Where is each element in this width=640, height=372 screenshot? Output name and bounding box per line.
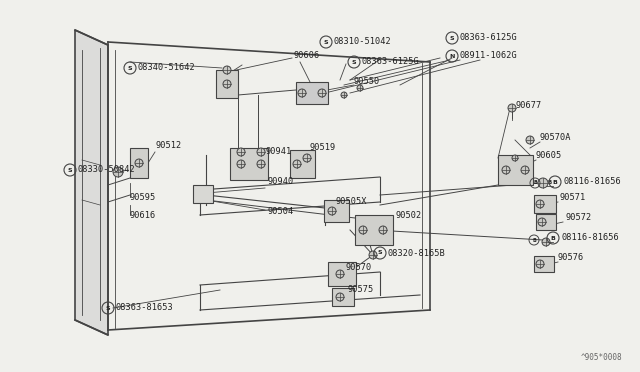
- Circle shape: [336, 270, 344, 278]
- Text: 90606: 90606: [294, 51, 320, 61]
- Circle shape: [303, 154, 311, 162]
- Circle shape: [336, 293, 344, 301]
- Text: 08911-1062G: 08911-1062G: [460, 51, 518, 61]
- Bar: [355, 215, 393, 245]
- Text: N: N: [449, 54, 454, 58]
- Text: 08320-8165B: 08320-8165B: [388, 248, 445, 257]
- Text: 90940: 90940: [268, 177, 294, 186]
- Bar: [328, 262, 356, 286]
- Circle shape: [538, 178, 548, 188]
- Text: 90677: 90677: [516, 100, 542, 109]
- Bar: [230, 148, 268, 180]
- Text: 90595: 90595: [130, 192, 156, 202]
- Text: 90570A: 90570A: [540, 134, 572, 142]
- Circle shape: [369, 251, 377, 259]
- Text: S: S: [106, 305, 110, 311]
- Text: S: S: [128, 65, 132, 71]
- Text: S: S: [378, 250, 382, 256]
- Text: S: S: [352, 60, 356, 64]
- Text: 08363-81653: 08363-81653: [116, 304, 173, 312]
- Circle shape: [526, 136, 534, 144]
- Text: B: B: [550, 235, 556, 241]
- Bar: [498, 155, 533, 185]
- Circle shape: [328, 207, 336, 215]
- Bar: [536, 214, 556, 230]
- Text: 90570: 90570: [346, 263, 372, 273]
- Text: S: S: [68, 167, 72, 173]
- Bar: [193, 185, 213, 203]
- Circle shape: [135, 159, 143, 167]
- Bar: [534, 195, 556, 213]
- Text: S: S: [450, 35, 454, 41]
- Text: 08116-81656: 08116-81656: [563, 177, 621, 186]
- Circle shape: [536, 260, 544, 268]
- Circle shape: [536, 200, 544, 208]
- Circle shape: [379, 226, 387, 234]
- Text: 08330-50842: 08330-50842: [78, 166, 136, 174]
- Bar: [216, 70, 238, 98]
- Circle shape: [318, 89, 326, 97]
- Bar: [324, 200, 349, 222]
- Circle shape: [237, 148, 245, 156]
- Text: 90505X: 90505X: [336, 198, 367, 206]
- Text: B: B: [532, 237, 536, 243]
- Text: 90605: 90605: [536, 151, 563, 160]
- Text: 90550: 90550: [354, 77, 380, 87]
- Polygon shape: [75, 30, 108, 335]
- Circle shape: [512, 155, 518, 161]
- Bar: [332, 288, 354, 306]
- Text: 90504: 90504: [268, 208, 294, 217]
- Bar: [290, 150, 315, 178]
- Circle shape: [341, 92, 347, 98]
- Text: 90502: 90502: [396, 211, 422, 219]
- Text: 90616: 90616: [130, 211, 156, 219]
- Circle shape: [257, 160, 265, 168]
- Circle shape: [359, 226, 367, 234]
- Text: 08116-81656: 08116-81656: [561, 234, 619, 243]
- Text: 90575: 90575: [348, 285, 374, 295]
- Circle shape: [298, 89, 306, 97]
- Circle shape: [538, 218, 546, 226]
- Circle shape: [542, 238, 550, 246]
- Text: 90512: 90512: [155, 141, 181, 150]
- Circle shape: [223, 66, 231, 74]
- Text: 08363-6125G: 08363-6125G: [460, 33, 518, 42]
- Circle shape: [508, 104, 516, 112]
- Text: 90576: 90576: [558, 253, 584, 263]
- Text: B: B: [552, 180, 557, 185]
- Bar: [296, 82, 328, 104]
- Circle shape: [521, 166, 529, 174]
- Text: B: B: [533, 180, 537, 186]
- Text: B: B: [548, 180, 552, 186]
- Circle shape: [257, 148, 265, 156]
- Text: 08340-51642: 08340-51642: [138, 64, 196, 73]
- Bar: [130, 148, 148, 178]
- Circle shape: [502, 166, 510, 174]
- Text: 08363-6125G: 08363-6125G: [362, 58, 420, 67]
- Text: 90519: 90519: [310, 144, 336, 153]
- Text: S: S: [324, 39, 328, 45]
- Circle shape: [223, 80, 231, 88]
- Text: ^905*0008: ^905*0008: [580, 353, 622, 362]
- Circle shape: [357, 85, 363, 91]
- Text: 90572: 90572: [565, 214, 591, 222]
- Circle shape: [113, 167, 123, 177]
- Circle shape: [237, 160, 245, 168]
- Text: 90571: 90571: [560, 193, 586, 202]
- Bar: [534, 256, 554, 272]
- Text: 08310-51042: 08310-51042: [334, 38, 392, 46]
- Circle shape: [293, 160, 301, 168]
- Text: 90941: 90941: [265, 148, 291, 157]
